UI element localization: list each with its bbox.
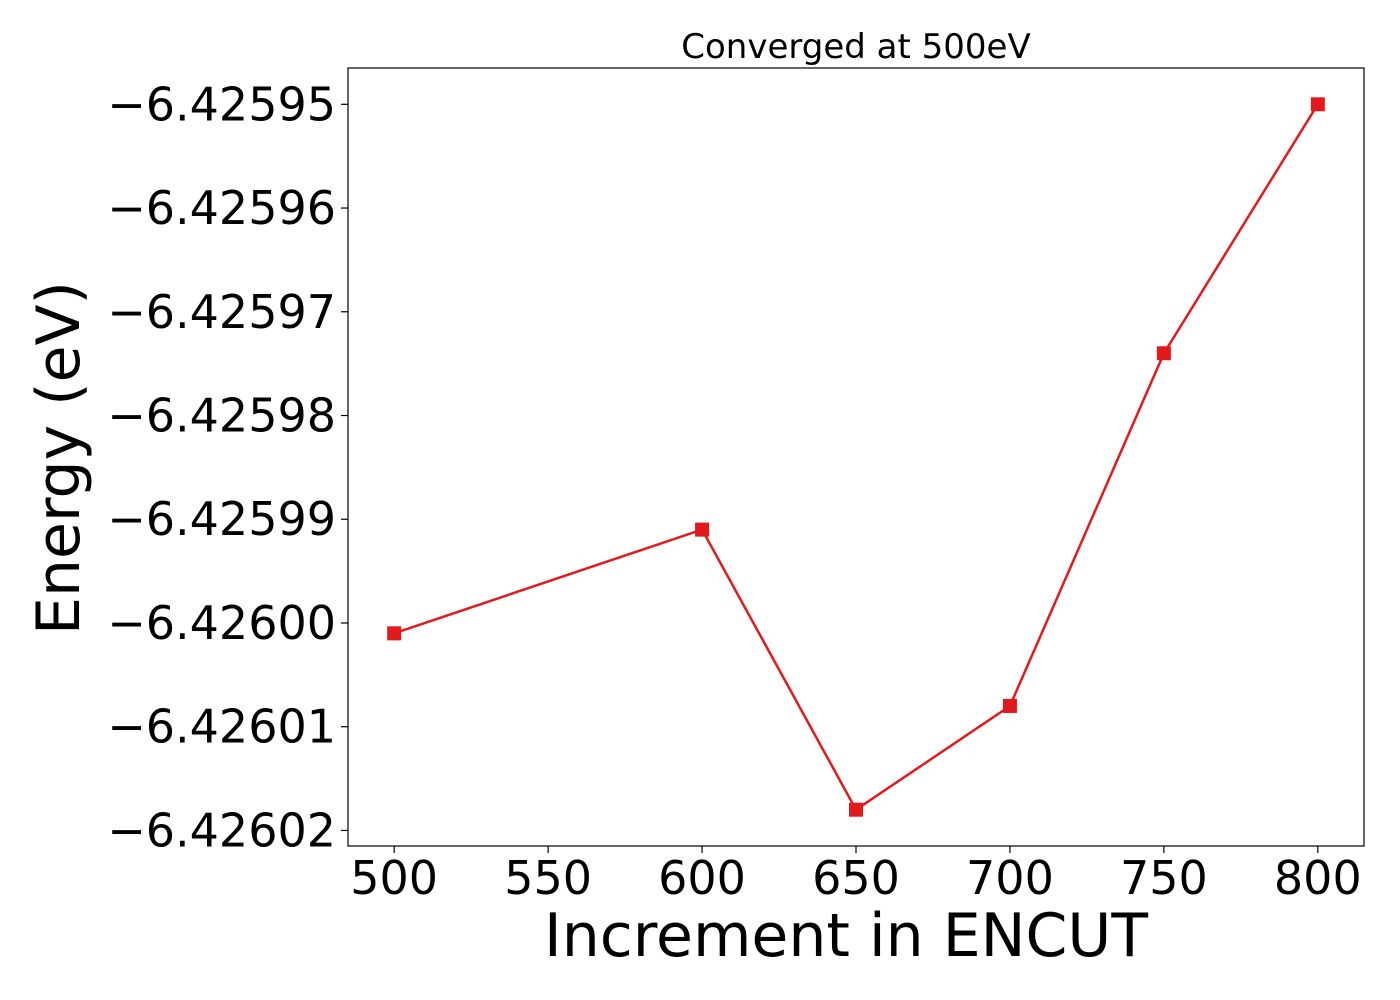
x-axis-label: Increment in ENCUT (544, 901, 1148, 971)
y-tick-label: −6.42595 (107, 77, 336, 131)
y-tick-label: −6.42598 (107, 389, 336, 443)
y-tick-label: −6.42597 (107, 285, 336, 339)
x-tick-label: 650 (812, 851, 900, 905)
x-tick-label: 700 (966, 851, 1054, 905)
data-point-marker (849, 802, 863, 817)
x-tick-label: 800 (1274, 851, 1362, 905)
y-tick-label: −6.42600 (107, 596, 336, 650)
data-point-marker (695, 522, 710, 537)
chart-title: Converged at 500eV (681, 27, 1030, 67)
data-point-marker (1156, 346, 1171, 361)
y-tick-label: −6.42602 (107, 803, 336, 857)
x-axis: 500 550 600 650 700 750 800 (350, 846, 1362, 905)
x-tick-label: 750 (1120, 851, 1208, 905)
y-tick-label: −6.42601 (107, 700, 336, 754)
y-axis: −6.42595 −6.42596 −6.42597 −6.42598 −6.42599… (107, 77, 348, 857)
x-tick-label: 550 (504, 851, 592, 905)
x-tick-label: 500 (350, 851, 438, 905)
series-line (393, 103, 1319, 812)
x-tick-label: 600 (658, 851, 746, 905)
y-tick-label: −6.42599 (107, 492, 336, 546)
data-point-marker (387, 626, 402, 641)
y-tick-label: −6.42596 (107, 181, 336, 235)
series-markers (387, 97, 1325, 817)
plot-area (347, 67, 1365, 847)
y-axis-label: Energy (eV) (24, 281, 94, 635)
data-point-marker (1002, 698, 1017, 713)
data-point-marker (1310, 97, 1325, 112)
